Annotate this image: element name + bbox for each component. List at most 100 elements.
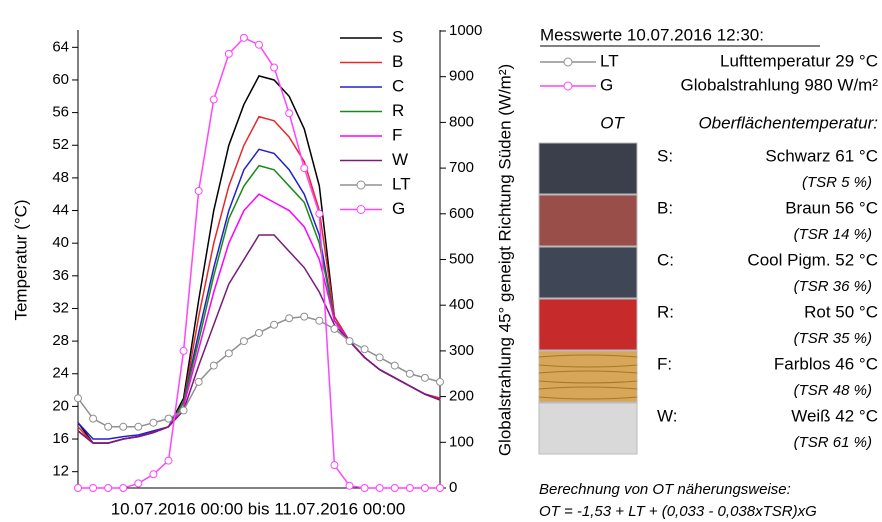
legend-label: S (392, 27, 403, 46)
series-marker (330, 461, 339, 470)
series-marker (375, 484, 384, 492)
series-line (78, 36, 440, 489)
y-tick-label: 56 (52, 104, 69, 121)
surface-tsr: (TSR 35 %) (794, 330, 872, 347)
surface-swatch (538, 194, 638, 247)
legend-label: R (392, 101, 404, 120)
wood-grain (538, 396, 638, 400)
y-tick-label: 12 (52, 463, 69, 480)
legend-marker (356, 205, 366, 214)
series-marker (436, 484, 444, 492)
wood-grain (538, 370, 638, 374)
y2-tick-label: 400 (449, 296, 474, 313)
series-marker (390, 361, 399, 370)
y2-tick-label: 500 (449, 250, 474, 267)
series-marker (74, 394, 82, 403)
y2-tick-label: 800 (449, 113, 474, 130)
surface-tsr: (TSR 36 %) (794, 278, 872, 295)
y-tick-label: 52 (52, 136, 69, 153)
y-tick-label: 64 (52, 38, 69, 55)
panel-legend-marker (563, 57, 573, 67)
series-marker (119, 422, 128, 431)
series-marker (209, 95, 218, 104)
wood-grain (538, 380, 638, 384)
legend-label: F (392, 125, 402, 144)
y-tick-label: 48 (52, 169, 69, 186)
surface-key: B: (657, 198, 673, 217)
y2-tick-label: 300 (449, 342, 474, 359)
series-marker (239, 337, 248, 346)
surface-tsr: (TSR 14 %) (794, 226, 872, 243)
y-tick-label: 24 (52, 365, 69, 382)
panel-legend-value: Lufttemperatur 29 °C (720, 51, 878, 70)
series-marker (405, 484, 414, 492)
surface-value: Cool Pigm. 52 °C (747, 250, 878, 269)
series-marker (104, 484, 113, 492)
series-marker (224, 49, 233, 58)
series-marker (420, 484, 429, 492)
surface-key: W: (657, 406, 677, 425)
series-marker (194, 377, 203, 386)
y-tick-label: 60 (52, 71, 69, 88)
series-marker (330, 324, 339, 333)
series-marker (179, 406, 188, 415)
surface-key: F: (657, 354, 672, 373)
series-marker (270, 63, 279, 72)
series-marker (255, 328, 263, 337)
series-marker (74, 484, 82, 492)
series-marker (285, 314, 294, 323)
surface-tsr: (TSR 61 %) (794, 434, 872, 451)
series-marker (315, 316, 324, 325)
series-marker (285, 109, 294, 118)
legend-marker (356, 180, 366, 190)
legend-label: G (392, 199, 405, 218)
y-tick-label: 36 (52, 267, 69, 284)
y2-tick-label: 700 (449, 159, 474, 176)
legend-label: LT (392, 174, 411, 193)
note: Berechnung von OT näherungsweise: (539, 481, 791, 498)
surface-value: Braun 56 °C (785, 198, 878, 217)
surface-value: Weiß 42 °C (791, 406, 878, 425)
wood-grain (538, 354, 638, 358)
legend-label: C (392, 76, 404, 95)
panel-legend-key: G (600, 75, 613, 94)
series-marker (149, 418, 158, 427)
panel-legend-key: LT (600, 51, 619, 70)
series-marker (164, 414, 173, 423)
series-marker (390, 484, 399, 492)
surface-swatch (538, 298, 638, 351)
y-tick-label: 28 (52, 332, 69, 349)
surface-header: Oberflächentemperatur: (698, 113, 878, 132)
y2-tick-label: 200 (449, 388, 474, 405)
series-line (77, 75, 441, 444)
legend-label: W (392, 150, 408, 169)
series-marker (420, 373, 429, 382)
series-marker (345, 337, 354, 346)
y-tick-label: 40 (52, 234, 69, 251)
series-marker (270, 320, 279, 329)
panel-legend-value: Globalstrahlung 980 W/m² (681, 75, 879, 94)
surface-tsr: (TSR 48 %) (794, 382, 872, 399)
series-marker (375, 353, 384, 362)
series-marker (300, 312, 309, 321)
y2-axis-label: Globalstrahlung 45° geneigt Richtung Süd… (495, 64, 514, 456)
series-marker (164, 456, 173, 465)
surface-tsr: (TSR 5 %) (802, 174, 872, 191)
series-marker (134, 422, 143, 431)
series-marker (436, 377, 444, 386)
series-line (77, 193, 441, 444)
series-marker (360, 484, 369, 492)
series-marker (360, 345, 369, 354)
panel-title: Messwerte 10.07.2016 12:30: (540, 25, 764, 44)
series-marker (179, 346, 188, 355)
surface-key: R: (657, 302, 674, 321)
y2-tick-label: 600 (449, 205, 474, 222)
y2-tick-label: 900 (449, 68, 474, 85)
series-marker (194, 186, 203, 195)
series-line (77, 234, 441, 444)
series-marker (149, 470, 158, 479)
surface-key: S: (657, 146, 673, 165)
series-marker (119, 484, 128, 492)
series-marker (104, 422, 113, 431)
